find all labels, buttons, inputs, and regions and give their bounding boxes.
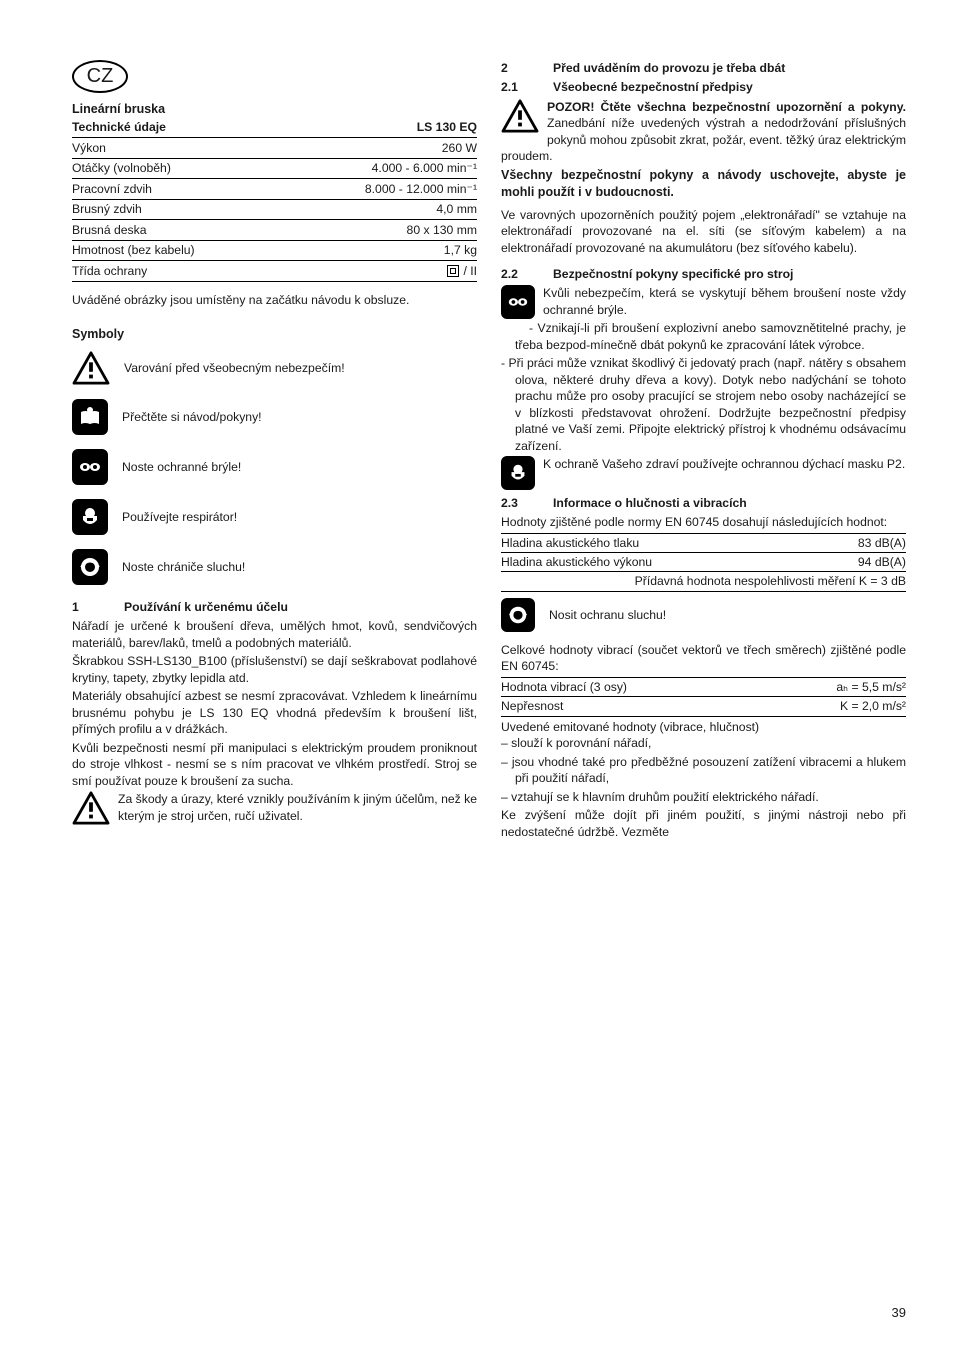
symbol-row: Noste chrániče sluchu! — [72, 549, 477, 585]
table-header-row: Technické údaje LS 130 EQ — [72, 118, 477, 138]
table-row: Otáčky (volnoběh)4.000 - 6.000 min⁻¹ — [72, 158, 477, 178]
section-number: 2.1 — [501, 79, 523, 95]
body-text: Škrabkou SSH-LS130_B100 (příslušenství) … — [72, 653, 477, 686]
warning-triangle-icon — [501, 99, 539, 133]
table-row: Přídavná hodnota nespolehlivosti měření … — [501, 572, 906, 591]
list-item: – slouží k porovnání nářadí, — [501, 735, 906, 751]
table-row: Hmotnost (bez kabelu)1,7 kg — [72, 240, 477, 260]
symbol-text: Noste ochranné brýle! — [122, 459, 241, 475]
table-row: Třída ochrany/ II — [72, 261, 477, 281]
list-item: – jsou vhodné také pro předběžné posouze… — [501, 754, 906, 787]
table-row: Brusný zdvih4,0 mm — [72, 199, 477, 219]
symbol-text: Používejte respirátor! — [122, 509, 237, 525]
body-text: Hodnoty zjištěné podle normy EN 60745 do… — [501, 514, 906, 530]
section-number: 1 — [72, 599, 94, 615]
table-row: NepřesnostK = 2,0 m/s² — [501, 697, 906, 716]
section-title: Informace o hlučnosti a vibracích — [553, 495, 906, 511]
symbols-heading: Symboly — [72, 326, 477, 343]
table-row: Výkon260 W — [72, 138, 477, 158]
section-title: Bezpečnostní pokyny specifické pro stroj — [553, 266, 906, 282]
respirator-icon — [501, 456, 535, 490]
body-text: Ke zvýšení může dojít při jiném použití,… — [501, 807, 906, 840]
body-text: Za škody a úrazy, které vznikly používán… — [72, 791, 477, 824]
warning-triangle-icon — [72, 351, 110, 385]
body-text: Nářadí je určené k broušení dřeva, umělý… — [72, 618, 477, 651]
goggles-icon — [501, 285, 535, 319]
respirator-icon — [72, 499, 108, 535]
symbol-text: Varování před všeobecným nebezpečím! — [124, 360, 345, 376]
body-text: K ochraně Vašeho zdraví používejte ochra… — [501, 456, 906, 472]
table-row: Pracovní zdvih8.000 - 12.000 min⁻¹ — [72, 179, 477, 199]
ear-protection-icon — [501, 598, 535, 632]
symbol-row: Nosit ochranu sluchu! — [501, 598, 906, 632]
page-number: 39 — [892, 1304, 906, 1322]
symbol-row: Varování před všeobecným nebezpečím! — [72, 351, 477, 385]
table-header-right: LS 130 EQ — [284, 118, 477, 138]
section-title: Všeobecné bezpečnostní předpisy — [553, 79, 906, 95]
section-title: Používání k určenému účelu — [124, 599, 477, 615]
ear-protection-icon — [72, 549, 108, 585]
section-number: 2.2 — [501, 266, 523, 282]
symbol-row: Používejte respirátor! — [72, 499, 477, 535]
read-manual-icon — [72, 399, 108, 435]
section-number: 2.3 — [501, 495, 523, 511]
table-row: Hodnota vibrací (3 osy)aₕ = 5,5 m/s² — [501, 677, 906, 696]
table-row: Hladina akustického výkonu94 dB(A) — [501, 553, 906, 572]
body-text: Ve varovných upozorněních použitý pojem … — [501, 207, 906, 256]
noise-table: Hladina akustického tlaku83 dB(A) Hladin… — [501, 533, 906, 592]
body-text: Uvedené emitované hodnoty (vibrace, hluč… — [501, 719, 906, 735]
body-text: Celkové hodnoty vibrací (součet vektorů … — [501, 642, 906, 675]
list-item: - Při práci může vznikat škodlivý či jed… — [501, 355, 906, 454]
class2-icon — [447, 265, 459, 277]
body-text: POZOR! Čtěte všechna bezpečnostní upozor… — [501, 99, 906, 165]
product-title: Lineární bruska — [72, 101, 477, 118]
language-badge: CZ — [72, 60, 128, 93]
symbol-text: Nosit ochranu sluchu! — [549, 607, 666, 623]
symbol-text: Noste chrániče sluchu! — [122, 559, 245, 575]
spec-table: Technické údaje LS 130 EQ Výkon260 W Otá… — [72, 118, 477, 282]
body-text: Materiály obsahující azbest se nesmí zpr… — [72, 688, 477, 737]
intro-paragraph: Uváděné obrázky jsou umístěny na začátku… — [72, 292, 477, 308]
warning-triangle-icon — [72, 791, 110, 825]
section-title: Před uváděním do provozu je třeba dbát — [553, 60, 906, 76]
symbol-row: Přečtěte si návod/pokyny! — [72, 399, 477, 435]
table-header-left: Technické údaje — [72, 118, 284, 138]
list-item: - Vznikají-li při broušení explozivní an… — [501, 320, 906, 353]
table-row: Brusná deska80 x 130 mm — [72, 220, 477, 240]
body-text: Kvůli nebezpečím, která se vyskytují běh… — [501, 285, 906, 318]
vibration-table: Hodnota vibrací (3 osy)aₕ = 5,5 m/s² Nep… — [501, 677, 906, 717]
goggles-icon — [72, 449, 108, 485]
list-item: – vztahují se k hlavním druhům použití e… — [501, 789, 906, 805]
symbol-text: Přečtěte si návod/pokyny! — [122, 409, 262, 425]
table-row: Hladina akustického tlaku83 dB(A) — [501, 533, 906, 552]
body-text: Všechny bezpečnostní pokyny a návody usc… — [501, 167, 906, 201]
body-text: Kvůli bezpečnosti nesmí při manipulaci s… — [72, 740, 477, 789]
symbol-row: Noste ochranné brýle! — [72, 449, 477, 485]
section-number: 2 — [501, 60, 523, 76]
